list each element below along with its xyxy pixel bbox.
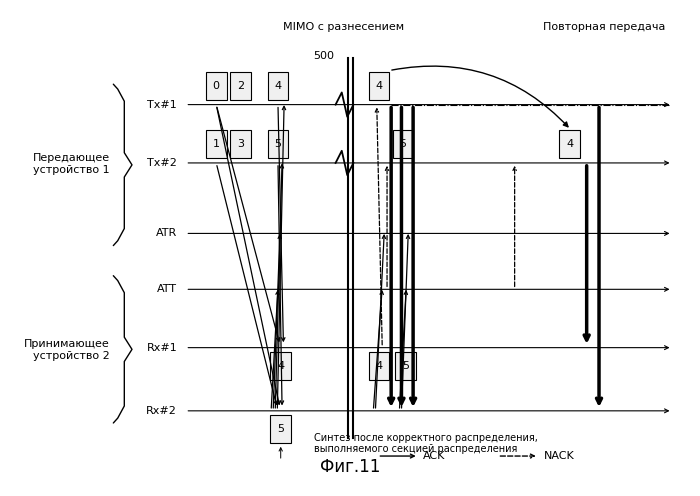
Text: 4: 4 xyxy=(566,139,573,149)
Text: Фиг.11: Фиг.11 xyxy=(320,458,380,477)
FancyBboxPatch shape xyxy=(270,415,291,443)
Text: Tx#1: Tx#1 xyxy=(148,100,177,110)
FancyArrowPatch shape xyxy=(392,66,568,126)
FancyBboxPatch shape xyxy=(206,71,227,100)
Text: Синтез после корректного распределения,
выполняемого секцией распределения: Синтез после корректного распределения, … xyxy=(314,433,538,454)
Text: Tx#2: Tx#2 xyxy=(147,158,177,168)
Text: Rx#1: Rx#1 xyxy=(146,343,177,353)
Text: 5: 5 xyxy=(274,139,281,149)
FancyBboxPatch shape xyxy=(267,71,288,100)
Text: Принимающее
устройство 2: Принимающее устройство 2 xyxy=(24,339,110,361)
Text: Передающее
устройство 1: Передающее устройство 1 xyxy=(33,153,110,175)
FancyBboxPatch shape xyxy=(230,71,251,100)
FancyBboxPatch shape xyxy=(368,352,389,380)
Text: 5: 5 xyxy=(277,424,284,434)
Text: NACK: NACK xyxy=(543,451,574,461)
Text: Rx#2: Rx#2 xyxy=(146,406,177,416)
FancyBboxPatch shape xyxy=(559,130,580,158)
FancyBboxPatch shape xyxy=(395,352,416,380)
Text: 4: 4 xyxy=(277,361,284,371)
FancyBboxPatch shape xyxy=(230,130,251,158)
Text: 2: 2 xyxy=(237,81,244,91)
FancyBboxPatch shape xyxy=(267,130,288,158)
Text: 5: 5 xyxy=(402,361,409,371)
Text: Повторная передача: Повторная передача xyxy=(542,22,665,32)
Text: 5: 5 xyxy=(399,139,406,149)
Text: 4: 4 xyxy=(274,81,281,91)
Text: 0: 0 xyxy=(213,81,220,91)
Text: MIMO с разнесением: MIMO с разнесением xyxy=(283,22,404,32)
FancyBboxPatch shape xyxy=(270,352,291,380)
FancyBboxPatch shape xyxy=(393,130,413,158)
FancyBboxPatch shape xyxy=(206,130,227,158)
Text: 1: 1 xyxy=(213,139,220,149)
FancyBboxPatch shape xyxy=(368,71,389,100)
Text: 4: 4 xyxy=(375,361,382,371)
Text: 500: 500 xyxy=(314,51,335,61)
Text: 4: 4 xyxy=(375,81,382,91)
Text: ATR: ATR xyxy=(156,229,177,239)
Text: ACK: ACK xyxy=(424,451,446,461)
Text: ATT: ATT xyxy=(157,284,177,294)
Text: 3: 3 xyxy=(237,139,244,149)
